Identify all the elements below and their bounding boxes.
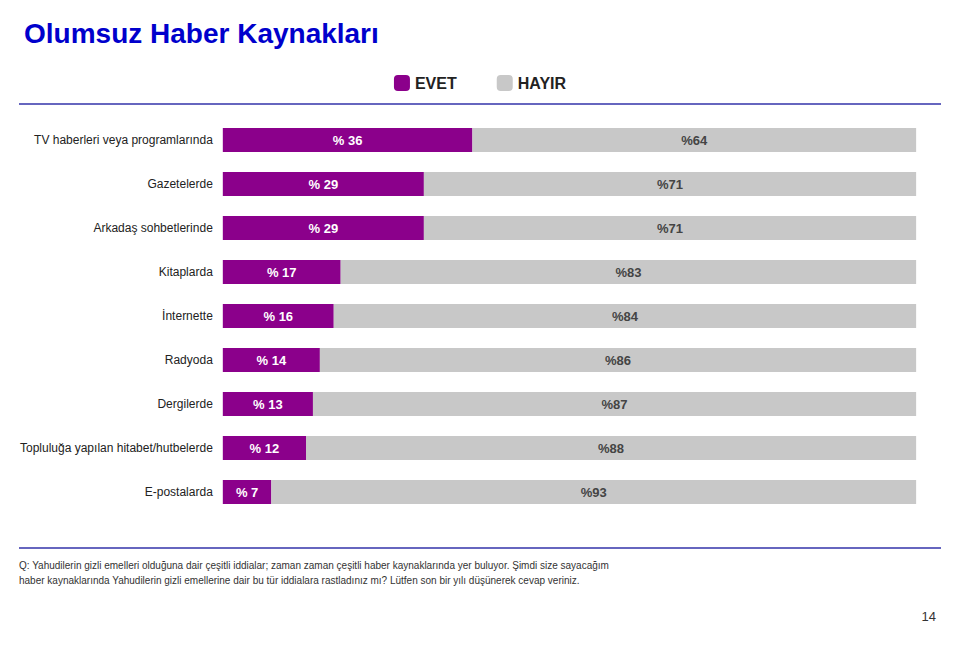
svg-text:Arkadaş sohbetlerinde: Arkadaş sohbetlerinde	[93, 221, 213, 235]
svg-text:Dergilerde: Dergilerde	[157, 397, 213, 411]
svg-text:%88: %88	[598, 441, 624, 456]
svg-text:Olumsuz Haber Kaynakları: Olumsuz Haber Kaynakları	[24, 18, 379, 49]
svg-text:HAYIR: HAYIR	[518, 75, 567, 92]
svg-text:Gazetelerde: Gazetelerde	[147, 177, 213, 191]
svg-text:% 12: % 12	[250, 441, 280, 456]
svg-text:% 29: % 29	[309, 221, 339, 236]
svg-text:TV haberleri veya programların: TV haberleri veya programlarında	[34, 133, 213, 147]
svg-text:%64: %64	[681, 133, 708, 148]
svg-text:% 17: % 17	[267, 265, 297, 280]
svg-text:%87: %87	[602, 397, 628, 412]
svg-text:Topluluğa yapılan hitabet/hutb: Topluluğa yapılan hitabet/hutbelerde	[20, 441, 213, 455]
svg-text:Radyoda: Radyoda	[165, 353, 213, 367]
svg-text:EVET: EVET	[415, 75, 457, 92]
svg-text:% 13: % 13	[253, 397, 283, 412]
svg-text:%86: %86	[605, 353, 631, 368]
svg-text:%83: %83	[615, 265, 641, 280]
svg-text:Kitaplarda: Kitaplarda	[159, 265, 213, 279]
svg-text:Q: Yahudilerin gizli emelleri: Q: Yahudilerin gizli emelleri olduğuna d…	[19, 560, 609, 571]
svg-text:%93: %93	[581, 485, 607, 500]
svg-text:%84: %84	[612, 309, 639, 324]
svg-text:14: 14	[922, 609, 936, 624]
svg-text:haber kaynaklarında Yahudileri: haber kaynaklarında Yahudilerin gizli em…	[19, 575, 580, 586]
svg-text:% 7: % 7	[236, 485, 258, 500]
svg-text:% 36: % 36	[333, 133, 363, 148]
svg-text:%71: %71	[657, 221, 683, 236]
svg-text:% 14: % 14	[257, 353, 287, 368]
svg-text:%71: %71	[657, 177, 683, 192]
svg-text:E-postalarda: E-postalarda	[145, 485, 213, 499]
svg-text:% 29: % 29	[309, 177, 339, 192]
svg-text:İnternette: İnternette	[162, 309, 213, 323]
svg-text:% 16: % 16	[263, 309, 293, 324]
